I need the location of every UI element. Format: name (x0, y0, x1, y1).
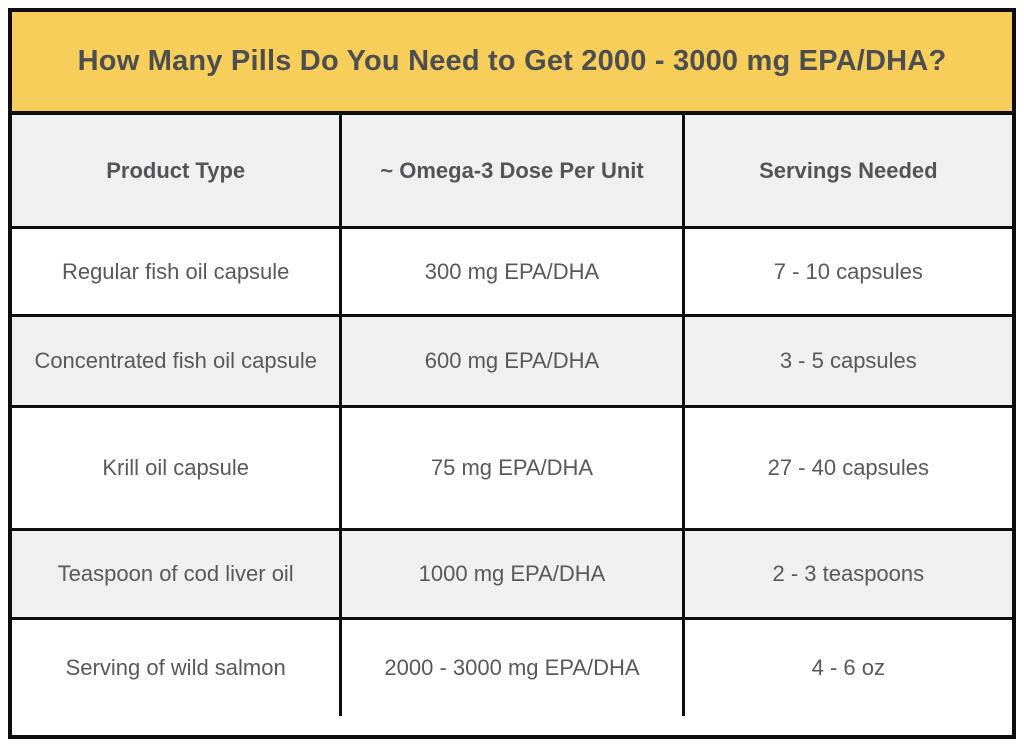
table-row-cod-liver-oil: Teaspoon of cod liver oil 1000 mg EPA/DH… (12, 528, 1012, 617)
servings-cell: 4 - 6 oz (681, 620, 1012, 716)
dose-cell: 300 mg EPA/DHA (339, 229, 681, 314)
table-row-concentrated-fish-oil: Concentrated fish oil capsule 600 mg EPA… (12, 314, 1012, 405)
servings-cell: 3 - 5 capsules (681, 317, 1012, 405)
dose-cell: 1000 mg EPA/DHA (339, 531, 681, 617)
dose-cell: 600 mg EPA/DHA (339, 317, 681, 405)
servings-cell: 27 - 40 capsules (681, 408, 1012, 528)
product-type-cell: Concentrated fish oil capsule (34, 348, 317, 373)
header-omega3-dose: ~ Omega-3 Dose Per Unit (339, 115, 681, 226)
omega3-dose-table: How Many Pills Do You Need to Get 2000 -… (8, 8, 1016, 739)
table-header-row: Product Type ~ Omega-3 Dose Per Unit Ser… (12, 115, 1012, 226)
product-type-cell: Teaspoon of cod liver oil (57, 561, 294, 586)
table-title-band: How Many Pills Do You Need to Get 2000 -… (12, 12, 1012, 115)
table-row-wild-salmon: Serving of wild salmon 2000 - 3000 mg EP… (12, 617, 1012, 716)
servings-cell: 7 - 10 capsules (681, 229, 1012, 314)
servings-cell: 2 - 3 teaspoons (681, 531, 1012, 617)
product-type-cell: Krill oil capsule (102, 455, 250, 480)
dose-cell: 2000 - 3000 mg EPA/DHA (339, 620, 681, 716)
table-row-krill-oil: Krill oil capsule 75 mg EPA/DHA 27 - 40 … (12, 405, 1012, 528)
table-title: How Many Pills Do You Need to Get 2000 -… (77, 45, 947, 77)
dose-cell: 75 mg EPA/DHA (339, 408, 681, 528)
product-type-cell: Serving of wild salmon (65, 655, 286, 680)
header-product-type: Product Type (106, 157, 246, 183)
header-servings-needed: Servings Needed (681, 115, 1012, 226)
table-row-regular-fish-oil: Regular fish oil capsule 300 mg EPA/DHA … (12, 226, 1012, 314)
product-type-cell: Regular fish oil capsule (61, 258, 290, 284)
